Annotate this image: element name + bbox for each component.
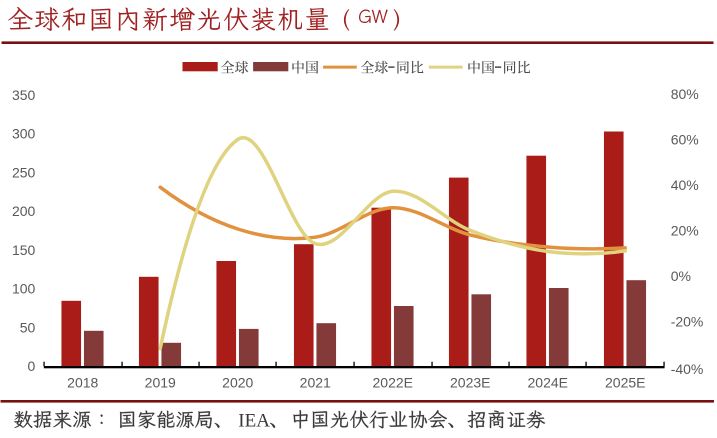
svg-text:-20%: -20% [671, 313, 704, 329]
svg-text:2022E: 2022E [373, 374, 413, 390]
svg-text:2023E: 2023E [450, 374, 490, 390]
svg-text:2025E: 2025E [605, 374, 645, 390]
svg-text:250: 250 [12, 164, 36, 180]
svg-text:2018: 2018 [67, 374, 98, 390]
svg-text:80%: 80% [671, 86, 699, 102]
svg-text:IEA: IEA [238, 410, 270, 431]
svg-text:150: 150 [12, 242, 36, 258]
svg-text:300: 300 [12, 126, 36, 142]
svg-text:100: 100 [12, 281, 36, 297]
svg-text:20%: 20% [671, 223, 699, 239]
svg-text:2021: 2021 [300, 374, 331, 390]
svg-text:2019: 2019 [145, 374, 176, 390]
svg-text:350: 350 [12, 87, 36, 103]
svg-text:0%: 0% [671, 268, 691, 284]
svg-text:-40%: -40% [671, 361, 704, 377]
svg-text:50: 50 [20, 319, 36, 335]
svg-text:2020: 2020 [222, 374, 253, 390]
svg-text:0: 0 [28, 358, 36, 374]
svg-text:200: 200 [12, 203, 36, 219]
svg-text:60%: 60% [671, 132, 699, 148]
svg-text:2024E: 2024E [528, 374, 568, 390]
svg-text:40%: 40% [671, 177, 699, 193]
